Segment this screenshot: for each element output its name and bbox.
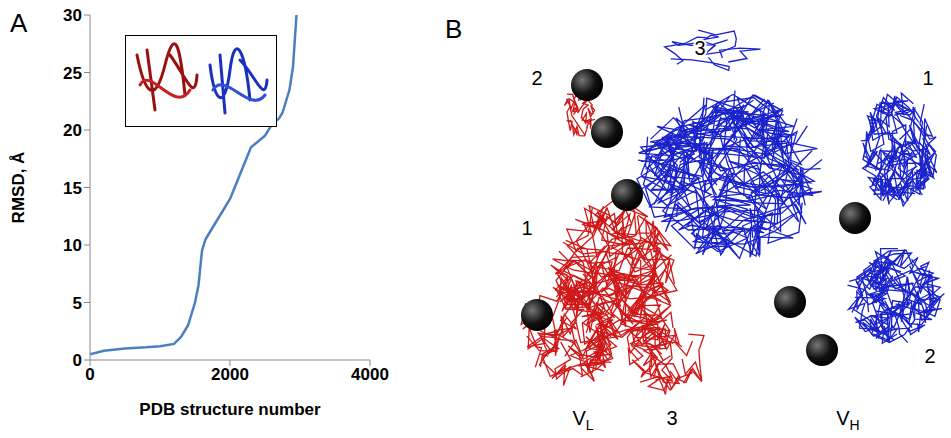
svg-text:RMSD, Å: RMSD, Å: [9, 152, 28, 224]
svg-text:5: 5: [73, 294, 82, 313]
svg-text:VL: VL: [572, 407, 593, 432]
svg-text:0: 0: [73, 351, 82, 370]
svg-text:3: 3: [694, 37, 705, 59]
svg-text:20: 20: [63, 121, 82, 140]
svg-text:1: 1: [521, 217, 532, 239]
svg-text:PDB structure number: PDB structure number: [139, 400, 321, 419]
svg-text:15: 15: [63, 179, 82, 198]
svg-text:1: 1: [922, 67, 933, 89]
svg-text:4000: 4000: [351, 365, 389, 384]
svg-text:3: 3: [666, 407, 677, 429]
svg-text:10: 10: [63, 236, 82, 255]
svg-text:30: 30: [63, 6, 82, 25]
svg-text:VH: VH: [836, 407, 859, 432]
svg-text:25: 25: [63, 64, 82, 83]
svg-text:0: 0: [85, 365, 94, 384]
html-text:A: A: [10, 8, 28, 38]
svg-text:2: 2: [924, 345, 935, 367]
svg-text:2000: 2000: [211, 365, 249, 384]
svg-text:B: B: [445, 14, 462, 44]
svg-text:2: 2: [531, 67, 542, 89]
